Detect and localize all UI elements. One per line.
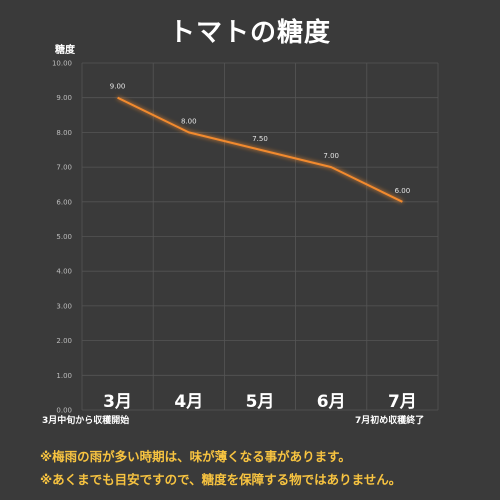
series-line [117,96,403,203]
annotation-harvest-start: 3月中旬から収穫開始 [42,414,129,426]
x-tick-label: 6月 [317,392,346,412]
x-tick-label: 4月 [174,392,203,412]
y-tick-label: 7.00 [56,164,72,172]
y-tick-label: 9.00 [56,94,72,102]
data-label: 6.00 [395,187,411,195]
data-label: 7.50 [252,135,268,143]
y-tick-label: 8.00 [56,129,72,137]
chart-title: トマトの糖度 [168,18,331,48]
note-rainy-season: ※梅雨の雨が多い時期は、味が薄くなる事があります。 [40,449,351,464]
x-tick-label: 5月 [246,392,275,412]
y-tick-label: 2.00 [56,337,72,345]
y-tick-label: 1.00 [56,372,72,380]
x-tick-label: 7月 [388,392,417,412]
y-tick-label: 0.00 [56,407,72,415]
y-axis-label: 糖度 [55,43,76,56]
note-disclaimer: ※あくまでも目安ですので、糖度を保障する物ではありません。 [40,472,402,487]
y-tick-label: 6.00 [56,198,72,206]
y-tick-label: 3.00 [56,302,72,310]
data-label: 7.00 [323,152,339,160]
y-tick-label: 4.00 [56,268,72,276]
y-tick-label: 5.00 [56,233,72,241]
annotation-harvest-end: 7月初め収穫終了 [355,414,424,426]
data-label: 9.00 [110,83,126,91]
y-tick-label: 10.00 [52,60,72,68]
notes: ※梅雨の雨が多い時期は、味が薄くなる事があります。 ※あくまでも目安ですので、糖… [40,445,495,491]
data-label: 8.00 [181,117,197,125]
x-tick-label: 3月 [103,392,132,412]
